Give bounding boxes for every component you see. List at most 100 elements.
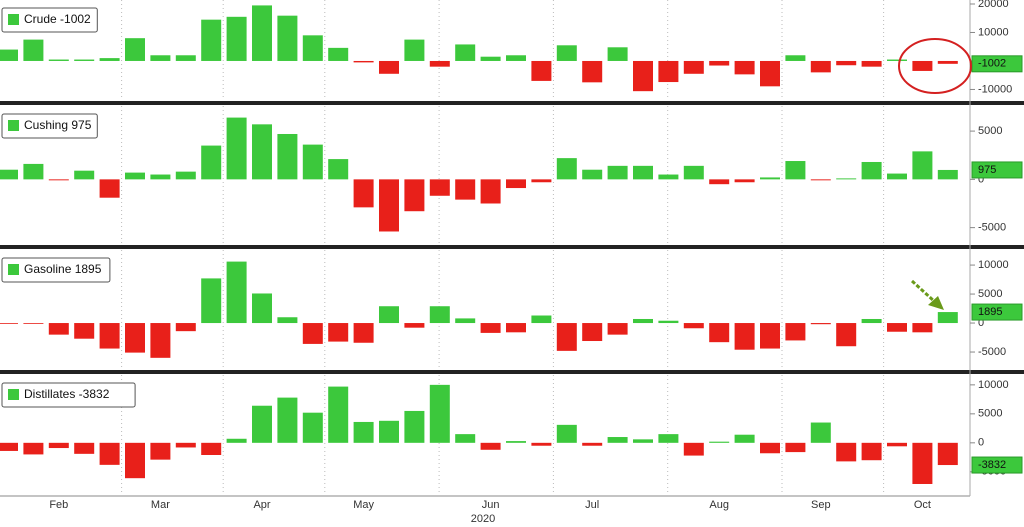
x-tick-label: Oct xyxy=(914,499,931,511)
bar xyxy=(887,173,907,180)
bar xyxy=(48,179,69,181)
bar xyxy=(379,306,399,324)
y-tick-label: 10000 xyxy=(978,259,1009,271)
legend: Distillates -3832 xyxy=(1,382,136,408)
panel-separator xyxy=(0,370,1024,374)
bar xyxy=(252,5,272,61)
y-tick-label: -5000 xyxy=(978,346,1006,358)
bar xyxy=(607,47,628,61)
bar xyxy=(658,320,679,324)
bar xyxy=(480,179,501,204)
bar xyxy=(887,442,907,447)
bar xyxy=(277,15,298,61)
y-tick-label: 5000 xyxy=(978,288,1002,300)
y-tick-label: 0 xyxy=(978,437,984,449)
bar xyxy=(226,261,247,324)
y-tick-label: 0 xyxy=(978,173,984,185)
bar xyxy=(125,323,145,353)
x-tick-label: Feb xyxy=(49,499,68,511)
panel-separator xyxy=(0,101,1024,105)
y-tick-label: -5000 xyxy=(978,222,1006,234)
bar xyxy=(201,442,222,455)
bar xyxy=(785,55,806,61)
bar xyxy=(633,165,653,180)
bar xyxy=(734,60,755,75)
bar xyxy=(48,442,69,449)
bar xyxy=(556,424,577,443)
bar xyxy=(328,159,349,180)
x-tick-label: Jun xyxy=(482,499,500,511)
bar xyxy=(353,179,374,208)
bar xyxy=(175,323,196,332)
last-value-box xyxy=(971,456,1023,474)
bar xyxy=(937,169,958,180)
bar xyxy=(760,323,780,349)
bar xyxy=(760,442,780,454)
bar xyxy=(633,318,653,324)
bar xyxy=(48,323,69,335)
bar xyxy=(226,438,247,443)
bar xyxy=(734,323,755,350)
bar xyxy=(252,124,272,180)
last-value-label: -1002 xyxy=(978,58,1006,70)
y-tick-label: -10000 xyxy=(978,83,1012,95)
bar xyxy=(937,60,958,64)
x-tick-label: Aug xyxy=(709,499,729,511)
bar xyxy=(429,384,450,443)
legend-label: Distillates -3832 xyxy=(24,387,110,401)
bar xyxy=(23,442,44,455)
bar xyxy=(506,55,526,61)
bar xyxy=(429,179,450,196)
bar xyxy=(429,306,450,324)
bar xyxy=(0,49,18,61)
bar xyxy=(607,165,628,180)
bar xyxy=(607,437,628,443)
bar xyxy=(785,442,806,453)
bar xyxy=(861,442,882,461)
bar xyxy=(734,179,755,183)
bar xyxy=(175,442,196,448)
bar xyxy=(582,60,603,83)
legend-box xyxy=(1,113,98,139)
bar xyxy=(709,60,730,66)
bar xyxy=(175,171,196,180)
bar xyxy=(201,145,222,180)
bar xyxy=(937,312,958,324)
bar xyxy=(810,179,831,181)
bar xyxy=(556,158,577,180)
bar xyxy=(709,441,730,443)
bar xyxy=(404,179,425,212)
bar xyxy=(23,163,44,180)
bar xyxy=(455,44,476,61)
bar xyxy=(582,442,603,446)
bar xyxy=(861,318,882,324)
bar xyxy=(74,170,95,180)
bar xyxy=(683,323,704,329)
bar xyxy=(328,47,349,61)
bar xyxy=(582,169,603,180)
bar xyxy=(912,151,933,180)
bar xyxy=(277,397,298,443)
last-value-box xyxy=(971,55,1023,73)
bar xyxy=(201,19,222,61)
legend-label: Gasoline 1895 xyxy=(24,262,102,276)
bar xyxy=(810,422,831,443)
legend-box xyxy=(1,382,136,408)
bar xyxy=(683,60,704,74)
last-value-label: 1895 xyxy=(978,306,1002,318)
bar xyxy=(531,60,552,81)
x-tick-label: Mar xyxy=(151,499,170,511)
bar xyxy=(785,323,806,341)
legend: Gasoline 1895 xyxy=(1,257,111,283)
bar xyxy=(506,323,526,333)
bar xyxy=(353,421,374,443)
bar xyxy=(455,434,476,443)
x-axis-label: 2020 xyxy=(471,513,495,525)
bar xyxy=(175,55,196,61)
bar xyxy=(125,442,145,479)
bar xyxy=(709,323,730,343)
bar xyxy=(912,323,933,333)
annotation-circle xyxy=(898,38,972,94)
bar xyxy=(125,172,145,180)
